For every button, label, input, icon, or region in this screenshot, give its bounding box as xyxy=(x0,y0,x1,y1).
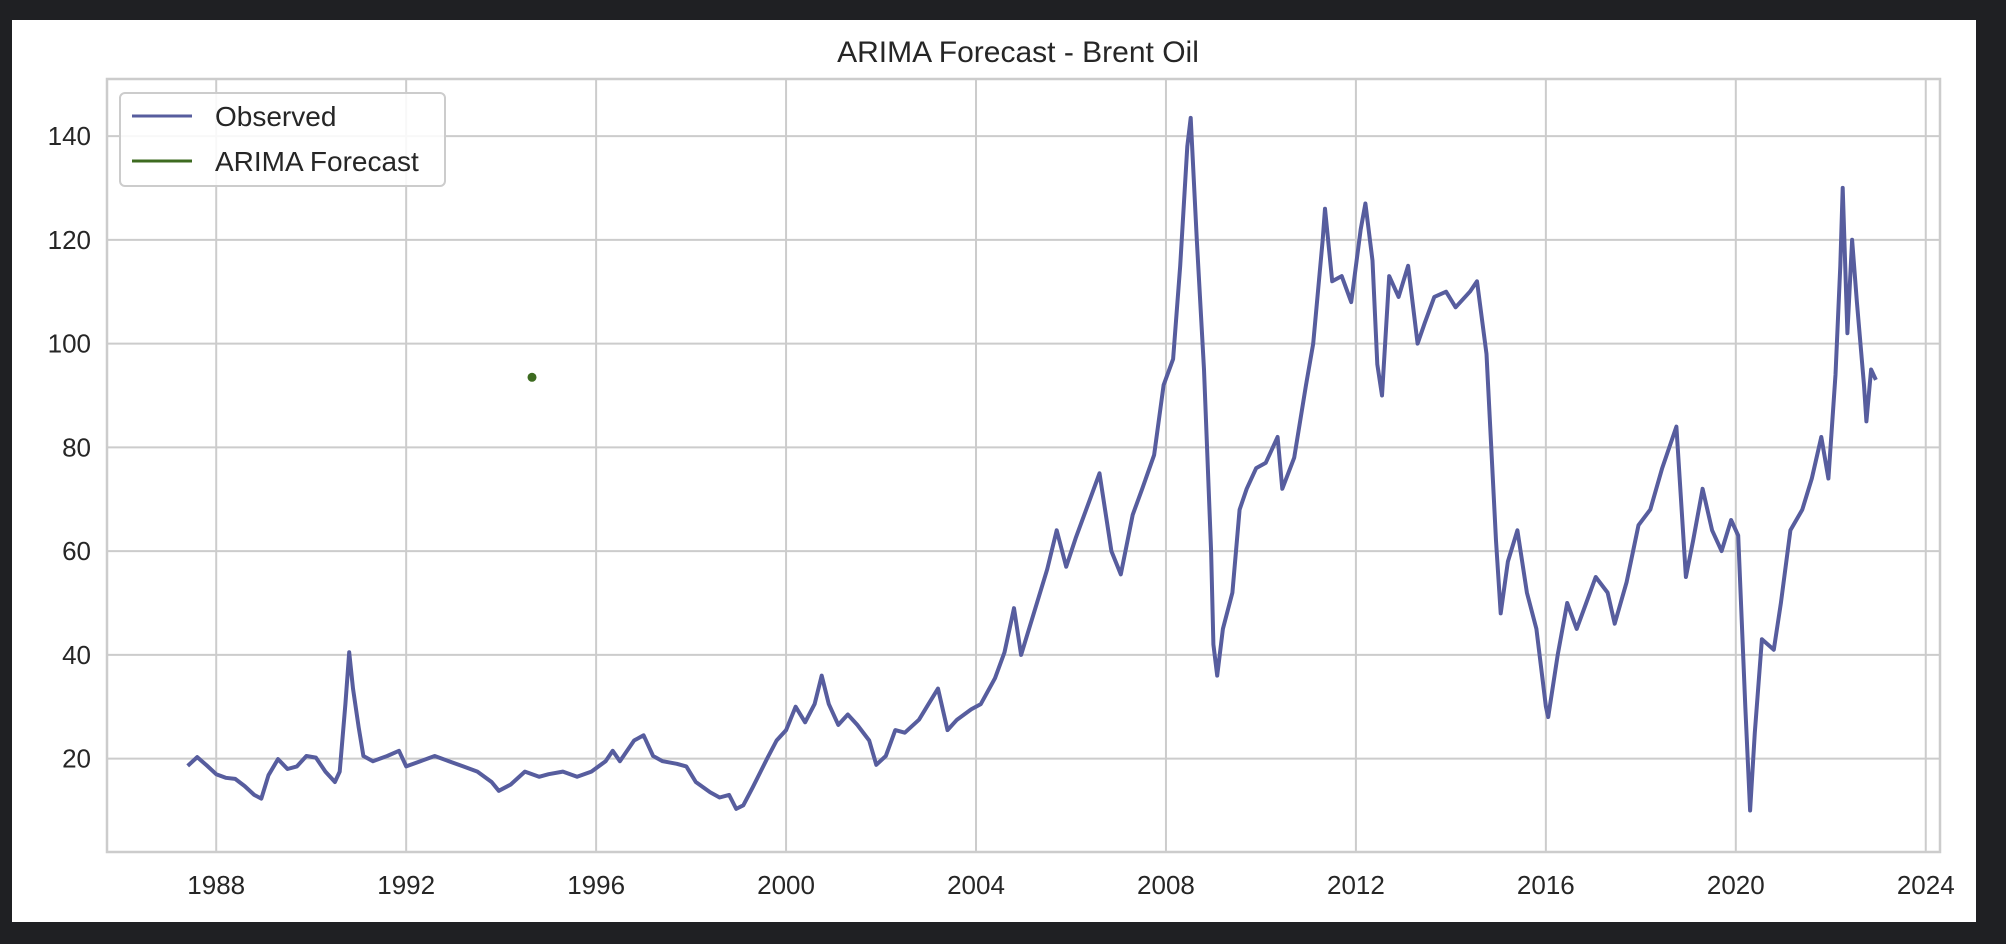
x-tick-label: 2012 xyxy=(1327,870,1385,900)
y-tick-label: 20 xyxy=(62,744,91,774)
x-tick-label: 2008 xyxy=(1137,870,1195,900)
legend: Observed ARIMA Forecast xyxy=(119,92,446,187)
x-tick-label: 1988 xyxy=(187,870,245,900)
y-axis-ticks: 20 40 60 80 100 120 140 xyxy=(48,121,91,774)
x-tick-label: 1992 xyxy=(377,870,435,900)
y-tick-label: 40 xyxy=(62,640,91,670)
forecast-point xyxy=(527,372,537,382)
series-layer xyxy=(186,115,1878,813)
x-tick-label: 2020 xyxy=(1707,870,1765,900)
plot-area xyxy=(105,77,1942,854)
y-tick-label: 80 xyxy=(62,432,91,462)
y-tick-label: 60 xyxy=(62,536,91,566)
chart-figure: ARIMA Forecast - Brent Oil 1988 1992 1996 2… xyxy=(12,20,1976,922)
line-chart: ARIMA Forecast - Brent Oil 1988 1992 1996 2… xyxy=(48,36,1955,900)
legend-box xyxy=(119,92,446,187)
legend-observed-label: Observed xyxy=(215,101,336,132)
grid-lines xyxy=(107,79,1940,852)
series-line-observed xyxy=(186,115,1878,813)
x-tick-label: 1996 xyxy=(567,870,625,900)
x-tick-label: 2000 xyxy=(757,870,815,900)
x-tick-label: 2016 xyxy=(1517,870,1575,900)
y-tick-label: 120 xyxy=(48,225,91,255)
legend-forecast-label: ARIMA Forecast xyxy=(215,146,419,177)
y-tick-label: 140 xyxy=(48,121,91,151)
x-tick-label: 2024 xyxy=(1897,870,1955,900)
y-tick-label: 100 xyxy=(48,329,91,359)
chart-title: ARIMA Forecast - Brent Oil xyxy=(837,36,1199,69)
x-tick-label: 2004 xyxy=(947,870,1005,900)
x-axis-ticks: 1988 1992 1996 2000 2004 2008 2012 2016 2020 2024 xyxy=(187,870,1954,900)
